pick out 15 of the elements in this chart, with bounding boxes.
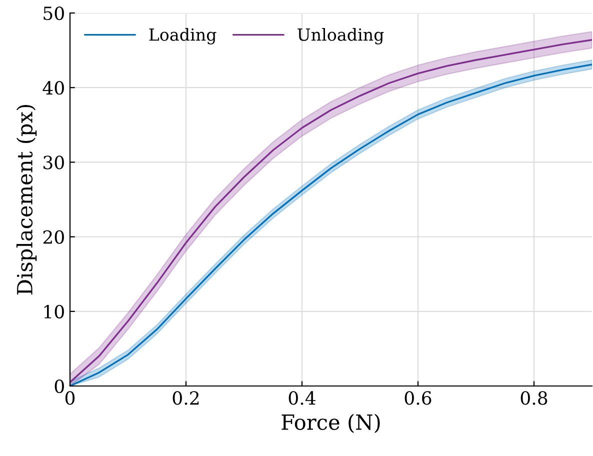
x-tick-label: 0 [65, 391, 75, 405]
y-tick-label: 0 [54, 379, 64, 394]
legend-label: Unloading [298, 28, 384, 44]
x-tick-label: 0.4 [288, 391, 316, 405]
y-axis-title: Displacement (px) [16, 104, 37, 295]
y-tick-label: 30 [44, 156, 64, 170]
x-axis-title: Force (N) [282, 414, 380, 433]
y-tick-label: 10 [44, 304, 64, 319]
legend-label: Loading [149, 28, 216, 44]
y-tick-label: 50 [44, 6, 64, 20]
x-tick-label: 0.6 [404, 391, 432, 405]
x-tick-label: 0.8 [520, 391, 548, 405]
x-tick-label: 0.2 [172, 391, 199, 405]
y-tick-label: 20 [43, 230, 64, 244]
y-tick-label: 40 [42, 81, 64, 95]
